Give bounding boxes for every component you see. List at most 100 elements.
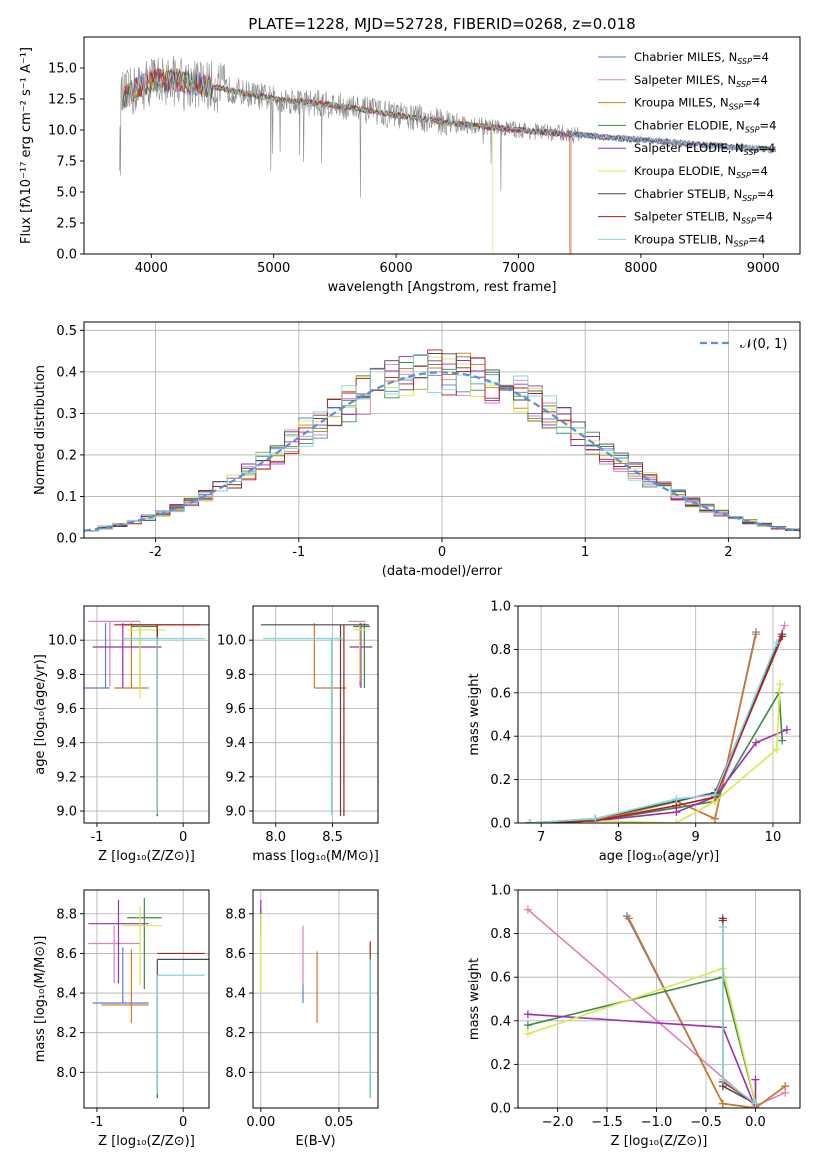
x-axis-label: (data-model)/error <box>382 564 503 579</box>
point-marker-kroupa-stelib <box>772 638 781 647</box>
y-tick-label: 8.4 <box>225 987 246 1002</box>
plot-area <box>119 55 776 254</box>
histogram-kroupa-stelib <box>84 353 800 532</box>
point-marker-salpeter-miles <box>780 621 789 630</box>
y-tick-label: 0.4 <box>490 1014 511 1029</box>
y-tick-label: 15.0 <box>48 62 77 77</box>
errorbar-chabrier-miles <box>84 623 110 689</box>
point-marker-kroupa-elodie <box>523 1029 532 1038</box>
series-line-kroupa-stelib <box>529 642 778 823</box>
legend-label: Kroupa MILES, NSSP=4 <box>634 96 760 112</box>
y-tick-label: 9.8 <box>225 668 246 683</box>
point-marker-kroupa-stelib <box>718 923 727 932</box>
errorbar-kroupa-elodie <box>127 621 166 699</box>
y-tick-label: 9.2 <box>225 770 246 785</box>
y-tick-label: 9.4 <box>225 736 246 751</box>
series-line-salpeter-stelib <box>722 920 756 1105</box>
axes-frame <box>517 605 801 824</box>
y-tick-label: 8.6 <box>225 947 246 962</box>
y-tick-label: 8.4 <box>56 987 77 1002</box>
legend-label: 𝒩(0, 1) <box>740 337 787 352</box>
errorbar-salpeter-miles <box>88 620 141 687</box>
x-tick-label: 0 <box>179 1115 187 1130</box>
legend-label: Salpeter ELODIE, NSSP=4 <box>634 141 775 157</box>
y-tick-label: 0.4 <box>490 730 511 745</box>
x-tick-label: −1.0 <box>641 1115 673 1130</box>
axes-frame <box>252 605 379 824</box>
point-marker-chabrier-elodie <box>778 736 787 745</box>
y-tick-label: 0.2 <box>490 773 511 788</box>
y-axis-label: mass weight <box>467 958 482 1040</box>
model-line-salpeter-stelib <box>121 68 571 254</box>
chart-spectrum: 4000 5000 6000 7000 8000 9000 0.0 2.5 5.0 7.5 10.0… <box>19 36 801 295</box>
model-line-kroupa-stelib <box>121 71 776 153</box>
y-tick-label: 10.0 <box>48 634 77 649</box>
y-axis-label: Flux [fλ10⁻¹⁷ erg cm⁻² s⁻¹ A⁻¹] <box>19 47 34 244</box>
y-tick-label: 0.3 <box>56 407 77 422</box>
y-tick-label: 9.2 <box>56 770 77 785</box>
axes-frame <box>252 889 379 1109</box>
point-marker-salpeter-miles <box>523 905 532 914</box>
plot-area <box>260 899 371 1099</box>
point-marker-kroupa-stelib <box>718 1075 727 1084</box>
series-line-salpeter-elodie <box>527 1013 757 1108</box>
point-marker-salpeter-elodie <box>751 1075 760 1084</box>
axes-frame <box>517 889 801 1109</box>
point-marker-kroupa-miles <box>751 630 760 639</box>
x-tick-label: 9 <box>692 830 700 845</box>
x-tick-label: 0 <box>179 830 187 845</box>
y-tick-label: 8.2 <box>225 1026 246 1041</box>
series-line-kroupa-miles <box>628 917 786 1108</box>
y-tick-label: 0.1 <box>56 490 77 505</box>
chart-mass_vs_ebv: 0.00 0.05 8.0 8.2 8.4 8.6 8.8 E(B-V) <box>225 889 379 1149</box>
x-tick-label: -1 <box>90 1115 103 1130</box>
y-tick-label: 9.0 <box>56 805 77 820</box>
chart-mass_vs_Z: -1 0 8.0 8.2 8.4 8.6 8.8 Z [log₁₀(Z/Z⊙)] mass [l… <box>33 889 210 1149</box>
x-tick-label: 2 <box>724 545 732 560</box>
point-marker-kroupa-stelib <box>525 819 534 823</box>
legend-label: Chabrier MILES, NSSP=4 <box>634 50 769 66</box>
errorbar-kroupa-stelib <box>122 637 205 815</box>
y-tick-label: 9.6 <box>225 702 246 717</box>
chart-age_vs_mass: 8.0 8.5 9.0 9.2 9.4 9.6 9.8 10.0 mass [log₁₀(M/M… <box>217 605 379 864</box>
axes-frame <box>83 605 210 824</box>
point-marker-kroupa-miles <box>624 914 633 923</box>
errorbar-chabrier-stelib <box>260 624 369 817</box>
errorbar-chabrier-elodie <box>131 623 158 689</box>
errorbar-kroupa-elodie <box>354 621 366 682</box>
figure-title: PLATE=1228, MJD=52728, FIBERID=0268, z=0… <box>248 15 635 33</box>
x-axis-label: mass [log₁₀(M/M⊙)] <box>252 849 379 864</box>
x-axis-label: E(B-V) <box>295 1134 335 1149</box>
y-tick-label: 0.8 <box>490 927 511 942</box>
plot-area <box>523 905 790 1108</box>
point-marker-kroupa-elodie <box>672 819 681 823</box>
x-tick-label: −1.5 <box>591 1115 623 1130</box>
y-tick-label: 0.2 <box>56 448 77 463</box>
point-marker-kroupa-stelib <box>711 790 720 799</box>
y-tick-label: 9.8 <box>56 668 77 683</box>
y-tick-label: 8.2 <box>56 1026 77 1041</box>
x-tick-label: 8000 <box>624 261 657 276</box>
x-axis-label: Z [log₁₀(Z/Z⊙)] <box>98 1134 195 1149</box>
y-tick-label: 1.0 <box>490 884 511 899</box>
x-tick-label: 9000 <box>747 261 780 276</box>
plot-area <box>525 621 791 823</box>
chart-age_vs_Z: -1 0 9.0 9.2 9.4 9.6 9.8 10.0 Z [log₁₀(Z/Z⊙)] age… <box>33 605 210 864</box>
legend-label: Salpeter MILES, NSSP=4 <box>634 73 768 89</box>
y-axis-label: mass weight <box>467 673 482 755</box>
y-tick-label: 0.0 <box>490 1102 511 1117</box>
point-marker-salpeter-stelib <box>778 632 787 641</box>
point-marker-salpeter-elodie <box>751 738 760 747</box>
y-tick-label: 9.0 <box>225 805 246 820</box>
legend-label: Kroupa ELODIE, NSSP=4 <box>634 164 768 180</box>
point-marker-kroupa-stelib <box>751 1099 760 1108</box>
plot-area <box>84 349 800 532</box>
x-tick-label: 1 <box>581 545 589 560</box>
y-tick-label: 8.8 <box>225 907 246 922</box>
x-tick-label: 0 <box>438 545 446 560</box>
errorbar-kroupa-miles <box>114 623 149 689</box>
y-tick-label: 8.0 <box>225 1066 246 1081</box>
x-tick-label: 8.0 <box>265 830 286 845</box>
model-line-kroupa-miles <box>121 67 572 254</box>
x-tick-label: 0.0 <box>745 1115 766 1130</box>
